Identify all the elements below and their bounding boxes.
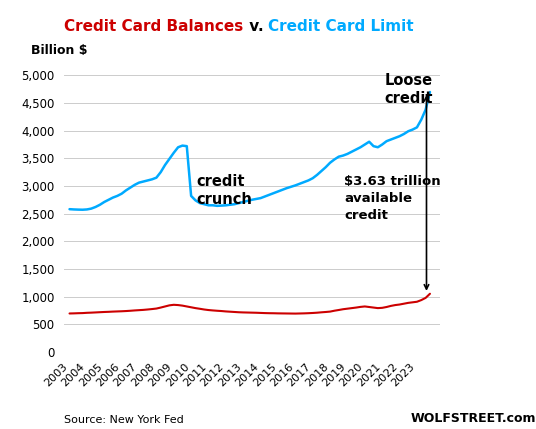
Text: $3.63 trillion
available
credit: $3.63 trillion available credit [344,175,441,222]
Text: Loose
credit: Loose credit [384,73,433,106]
Text: WOLFSTREET.com: WOLFSTREET.com [411,412,536,425]
Text: Credit Card Limit: Credit Card Limit [269,19,414,34]
Text: v.: v. [243,19,269,34]
Text: credit
crunch: credit crunch [196,174,252,207]
Text: Billion $: Billion $ [31,44,87,57]
Text: Source: New York Fed: Source: New York Fed [64,415,184,425]
Text: Credit Card Balances: Credit Card Balances [64,19,243,34]
